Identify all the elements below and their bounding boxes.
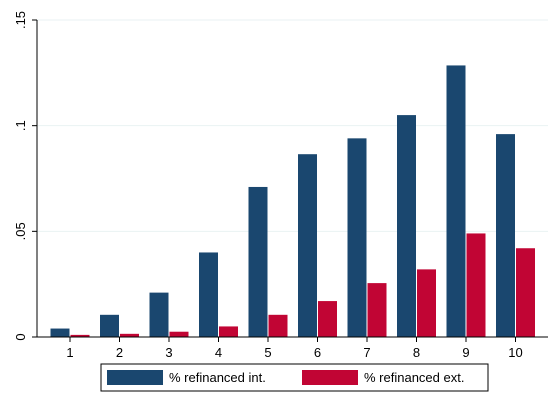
bar-refinanced-ext [169, 331, 189, 337]
y-tick-label: .15 [13, 11, 28, 29]
bar-refinanced-ext [466, 233, 486, 337]
bar-refinanced-int [248, 186, 268, 337]
x-tick-label: 7 [363, 345, 370, 360]
bar-refinanced-ext [417, 269, 436, 337]
x-tick-label: 4 [215, 345, 222, 360]
legend-swatch-ext [302, 370, 358, 385]
x-tick-label: 6 [314, 345, 321, 360]
bars [50, 65, 535, 337]
bar-refinanced-ext [367, 283, 387, 337]
bar-refinanced-int [100, 314, 119, 337]
bar-refinanced-int [496, 134, 515, 337]
y-tick-label: .1 [13, 120, 28, 131]
bar-refinanced-ext [516, 248, 535, 337]
bar-refinanced-int [347, 138, 367, 337]
bar-refinanced-ext [120, 333, 139, 337]
bar-refinanced-ext [268, 314, 288, 337]
bar-refinanced-int [149, 292, 169, 337]
y-ticks: 0 .05 .1 .15 [13, 11, 37, 341]
x-tick-label: 10 [508, 345, 522, 360]
x-ticks: 1 2 3 4 5 6 7 8 9 10 [66, 337, 523, 360]
x-tick-label: 5 [264, 345, 271, 360]
x-tick-label: 2 [116, 345, 123, 360]
legend-swatch-int [107, 370, 163, 385]
x-tick-label: 3 [165, 345, 172, 360]
bar-refinanced-int [397, 115, 416, 337]
x-tick-label: 9 [462, 345, 469, 360]
legend-label-int: % refinanced int. [169, 370, 266, 385]
x-tick-label: 8 [413, 345, 420, 360]
bar-refinanced-int [199, 252, 218, 337]
bar-refinanced-ext [219, 326, 238, 337]
bar-refinanced-ext [318, 301, 337, 337]
bar-refinanced-ext [70, 334, 90, 337]
bar-refinanced-int [446, 65, 466, 337]
axes [36, 20, 548, 338]
legend-box [100, 363, 489, 392]
legend: % refinanced int. % refinanced ext. [100, 363, 489, 392]
y-tick-label: 0 [13, 333, 28, 340]
bar-refinanced-int [298, 154, 317, 337]
x-tick-label: 1 [66, 345, 73, 360]
legend-label-ext: % refinanced ext. [364, 370, 464, 385]
bar-refinanced-int [50, 328, 70, 337]
y-tick-label: .05 [13, 222, 28, 240]
